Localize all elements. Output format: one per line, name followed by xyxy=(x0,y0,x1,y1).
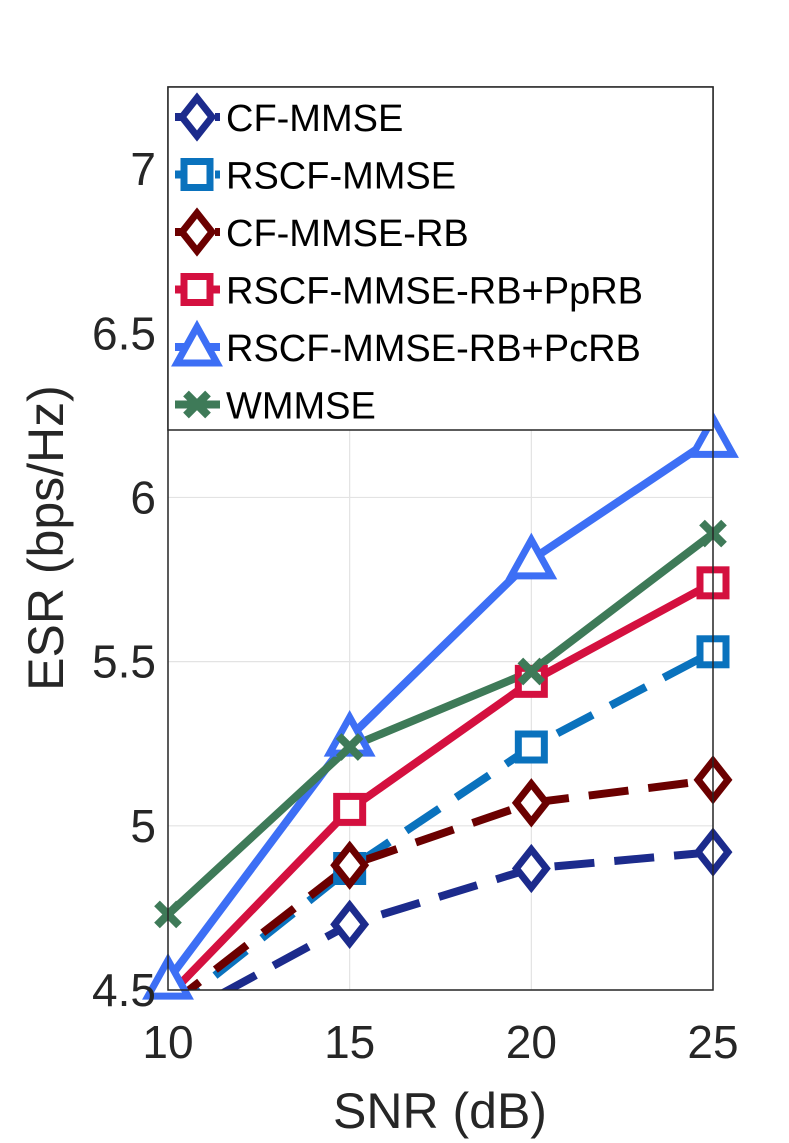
x-tick-label-1: 15 xyxy=(324,1016,375,1068)
series-line-rscf-mmse xyxy=(190,648,713,990)
legend-entry-2: CF-MMSE-RB xyxy=(175,207,469,257)
legend-entry-3: RSCF-MMSE-RB+PpRB xyxy=(175,271,643,313)
data-point-2-1 xyxy=(330,840,370,890)
series-line-cf-mmse-rb xyxy=(182,775,713,990)
y-axis-label: ESR (bps/Hz) xyxy=(18,385,74,691)
y-tick-label-1: 5 xyxy=(130,800,156,852)
series-group xyxy=(168,435,713,990)
legend-entry-1: RSCF-MMSE xyxy=(175,156,456,198)
legend-box xyxy=(167,86,714,431)
y-tick-label-4: 6.5 xyxy=(92,307,156,359)
data-point-0-2 xyxy=(511,843,551,894)
legend-label-4: RSCF-MMSE-RB+PcRB xyxy=(226,328,641,370)
legend-label-3: RSCF-MMSE-RB+PpRB xyxy=(226,271,643,313)
y-tick-label-3: 6 xyxy=(130,471,156,523)
x-tick-label-0: 10 xyxy=(142,1016,193,1068)
data-point-3-1 xyxy=(333,792,367,826)
series-line-rscf-mmse-rb-pprb xyxy=(168,579,713,990)
legend-marker-1 xyxy=(180,158,214,191)
y-tick-label-2: 5.5 xyxy=(92,636,156,688)
legend-marker-5 xyxy=(183,390,211,419)
x-axis-label: SNR (dB) xyxy=(333,1083,547,1139)
series-line-cf-mmse xyxy=(220,848,713,990)
legend-marker-2 xyxy=(177,207,217,257)
legend-entry-5: WMMSE xyxy=(175,386,376,428)
legend-label-1: RSCF-MMSE xyxy=(226,156,456,198)
legend-label-5: WMMSE xyxy=(226,386,376,428)
legend-label-2: CF-MMSE-RB xyxy=(226,213,469,255)
x-tick-label-2: 20 xyxy=(506,1016,557,1068)
data-point-1-2 xyxy=(514,730,548,764)
legend: CF-MMSE RSCF-MMSE CF-MMSE-RB RSCF-MMSE-RB+P… xyxy=(167,86,714,431)
data-point-4-2 xyxy=(505,532,558,580)
legend-marker-4 xyxy=(171,319,223,367)
data-point-2-2 xyxy=(511,778,551,828)
y-tick-label-5: 7 xyxy=(130,143,156,195)
series-line-rscf-mmse-rb-pcrb xyxy=(168,435,713,983)
x-tick-labels: 10 15 20 25 xyxy=(142,1016,738,1068)
y-tick-labels: 4.5 5 5.5 6 6.5 7 xyxy=(92,143,156,1016)
legend-entry-4: RSCF-MMSE-RB+PcRB xyxy=(171,319,641,370)
data-point-0-1 xyxy=(330,899,370,949)
markers-group xyxy=(142,411,739,1000)
legend-marker-3 xyxy=(180,273,214,306)
data-point-5-2 xyxy=(517,657,546,686)
legend-marker-0 xyxy=(177,92,217,142)
data-point-5-1 xyxy=(335,733,364,761)
series-line-wmmse xyxy=(168,530,713,918)
legend-label-0: CF-MMSE xyxy=(226,98,403,140)
legend-entry-0: CF-MMSE xyxy=(175,92,403,142)
x-tick-label-3: 25 xyxy=(687,1016,738,1068)
y-tick-label-0: 4.5 xyxy=(92,964,156,1016)
